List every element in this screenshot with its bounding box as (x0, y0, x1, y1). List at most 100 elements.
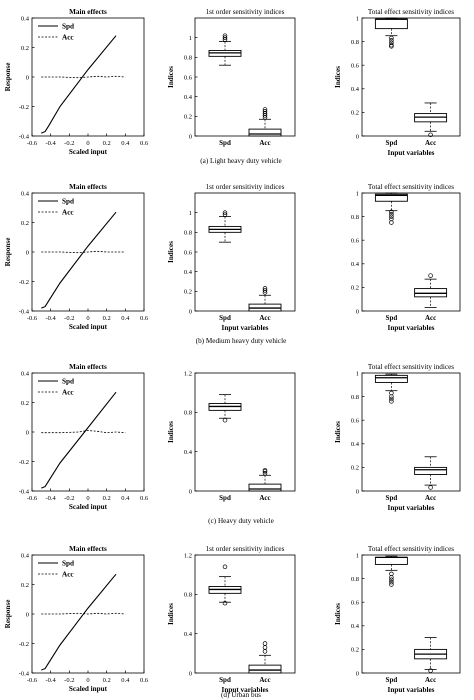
y-tick-label: 1 (356, 370, 359, 377)
series-line-spd (41, 391, 117, 489)
box-body-spd (374, 193, 408, 202)
x-tick-label: -0.4 (46, 140, 57, 147)
box-outlier (389, 582, 394, 587)
box-outlier (389, 35, 394, 41)
y-tick-label: -0.2 (19, 104, 29, 111)
x-tick-label: -0.4 (46, 495, 57, 502)
plot-frame (194, 372, 296, 492)
legend-label: Spd (62, 23, 74, 31)
y-tick-label: 0.4 (21, 190, 30, 197)
box-outlier (389, 38, 394, 43)
legend-label: Spd (62, 378, 74, 386)
x-tick-label: 0.2 (103, 140, 111, 147)
y-tick-label: 0.4 (351, 441, 360, 448)
box-body-spd (374, 374, 408, 383)
y-tick-label: -0.2 (19, 279, 29, 286)
x-tick-label: -0.4 (46, 315, 57, 322)
x-tick-label: 0 (86, 677, 89, 684)
series-line-spd (41, 211, 117, 309)
box-outlier (222, 33, 228, 38)
box-outlier (262, 286, 268, 291)
x-axis-label: Scaled input (69, 503, 108, 511)
x-tick-label: 0.4 (121, 677, 130, 684)
y-tick-label: 0.8 (184, 230, 192, 237)
y-tick-label: 0 (26, 429, 29, 436)
y-tick-label: 0.2 (351, 110, 359, 117)
x-axis-label: Input variables (388, 324, 435, 332)
plot-frame (194, 192, 296, 312)
y-tick-label: 0.6 (351, 238, 360, 245)
y-axis-label: Response (4, 238, 12, 267)
y-tick-label: 0.2 (351, 285, 359, 292)
box-outlier (428, 668, 433, 673)
box-outlier (262, 645, 268, 650)
panel-caption: (b) Medium heavy duty vehicle (196, 337, 287, 345)
x-axis-label: Input variables (388, 686, 435, 694)
plot-frame (31, 372, 145, 492)
y-tick-label: 0.8 (351, 576, 359, 583)
chart-title: Main effects (69, 8, 107, 16)
x-axis-label: Scaled input (69, 148, 108, 156)
box-outlier (222, 600, 228, 606)
y-tick-label: 0.2 (21, 400, 29, 407)
chart-title: 1st order sensitivity indices (206, 545, 285, 553)
box-body-acc (248, 483, 282, 492)
box-outlier (389, 577, 394, 583)
x-tick-label: Acc (259, 314, 270, 322)
y-axis-label: Indices (167, 421, 175, 443)
plot-frame (361, 372, 461, 492)
y-tick-label: 0 (356, 308, 359, 315)
box-outlier (428, 273, 433, 278)
panel-caption: (c) Heavy duty vehicle (208, 517, 274, 525)
box-outlier (389, 575, 394, 580)
x-axis-label: Input variables (388, 504, 435, 512)
series-line-acc (41, 250, 126, 254)
y-tick-label: 1 (356, 552, 359, 559)
box-outlier (389, 209, 394, 215)
y-tick-label: 0.4 (184, 631, 193, 638)
plot-frame (361, 17, 461, 137)
x-tick-label: 0.6 (140, 315, 149, 322)
box-outlier (428, 485, 433, 490)
box-outlier (222, 417, 228, 423)
y-tick-label: 0.8 (184, 410, 192, 417)
y-tick-label: 0 (26, 74, 29, 81)
box-outlier (389, 211, 394, 217)
y-tick-label: 0.6 (351, 63, 360, 70)
x-tick-label: 0 (86, 495, 89, 502)
x-tick-label: Acc (425, 494, 436, 502)
x-tick-label: -0.2 (64, 315, 74, 322)
y-tick-label: 0.2 (184, 114, 192, 121)
legend-label: Acc (62, 571, 74, 579)
y-axis-label: Indices (167, 241, 175, 263)
box-body-spd (374, 556, 408, 565)
chart-title: Total effect sensitivity indices (368, 545, 454, 553)
y-tick-label: 0.4 (21, 15, 30, 22)
y-tick-label: -0.4 (19, 670, 30, 677)
y-tick-label: 0 (356, 670, 359, 677)
y-tick-label: -0.2 (19, 641, 29, 648)
y-tick-label: 0.2 (184, 289, 192, 296)
plot-frame (361, 554, 461, 674)
y-axis-label: Response (4, 600, 12, 629)
box-body-acc (248, 664, 282, 674)
box-outlier (262, 471, 268, 476)
box-outlier (222, 564, 228, 570)
x-tick-label: Acc (425, 314, 436, 322)
y-tick-label: 0.8 (184, 592, 192, 599)
plot-frame (361, 192, 461, 312)
x-tick-label: Spd (219, 314, 231, 322)
y-tick-label: 0.4 (351, 261, 360, 268)
y-tick-label: 0 (189, 488, 192, 495)
x-tick-label: 0.2 (103, 495, 111, 502)
chart-title: Total effect sensitivity indices (368, 363, 454, 371)
legend-label: Acc (62, 209, 74, 217)
box-outlier (389, 44, 394, 49)
x-tick-label: -0.6 (27, 677, 38, 684)
x-axis-label: Scaled input (69, 685, 108, 693)
panel-caption: (a) Light heavy duty vehicle (200, 157, 281, 165)
x-tick-label: Spd (219, 139, 231, 147)
x-tick-label: 0.6 (140, 140, 149, 147)
x-tick-label: 0.6 (140, 677, 149, 684)
